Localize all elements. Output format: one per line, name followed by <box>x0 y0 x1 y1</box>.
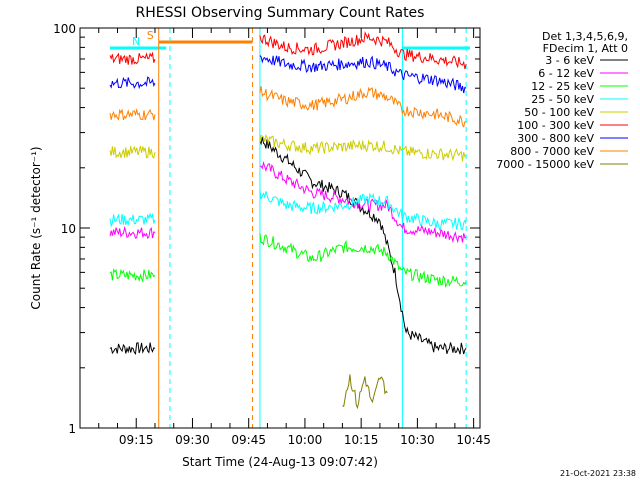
series-line-7000-15000-kev <box>342 374 388 410</box>
x-tick-label: 10:15 <box>344 433 379 447</box>
x-tick-label: 09:45 <box>231 433 266 447</box>
y-axis-label: Count Rate (s⁻¹ detector⁻¹) <box>29 146 43 309</box>
series-line-12-25-kev <box>109 268 156 284</box>
axis-ticks: 09:15 09:30 09:45 10:00 10:15 10:30 10:45 1 10 10… <box>53 22 491 447</box>
legend-label-100-300-kev: 100 - 300 keV <box>517 119 594 132</box>
series-line-6-12-kev <box>109 225 156 240</box>
series-300-800-kev <box>109 55 467 94</box>
series-7000-15000-kev <box>342 374 388 410</box>
x-tick-label: 09:15 <box>119 433 154 447</box>
legend: Det 1,3,4,5,6,9, FDecim 1, Att 0 3 - 6 k… <box>496 30 628 171</box>
plot-frame <box>79 27 481 429</box>
series-12-25-kev <box>109 233 467 288</box>
event-lines <box>158 28 467 428</box>
timestamp: 21-Oct-2021 23:38 <box>560 469 636 478</box>
y-tick-label: 100 <box>53 22 76 36</box>
series-3-6-kev <box>109 137 467 356</box>
legend-header-1: Det 1,3,4,5,6,9, <box>542 30 628 43</box>
legend-header-2: FDecim 1, Att 0 <box>543 42 628 55</box>
observing-markers: SN <box>109 29 470 50</box>
legend-label-7000-15000-kev: 7000 - 15000 keV <box>496 158 594 171</box>
x-tick-label: 10:45 <box>456 433 491 447</box>
saa-label: S <box>147 29 154 42</box>
series-800-7000-kev <box>109 86 467 128</box>
series-line-25-50-kev <box>259 189 467 231</box>
series-line-50-100-kev <box>259 134 467 162</box>
series-line-25-50-kev <box>109 212 156 228</box>
night-label: N <box>132 35 140 48</box>
x-axis-label: Start Time (24-Aug-13 09:07:42) <box>182 455 378 469</box>
series-line-12-25-kev <box>259 233 467 288</box>
series-line-50-100-kev <box>109 145 156 159</box>
series-50-100-kev <box>109 134 467 162</box>
series-100-300-kev <box>109 31 467 70</box>
series-line-3-6-kev <box>109 342 156 356</box>
series-line-100-300-kev <box>109 51 156 65</box>
y-tick-label: 10 <box>61 222 76 236</box>
y-tick-label: 1 <box>68 422 76 436</box>
x-tick-label: 10:30 <box>400 433 435 447</box>
legend-label-6-12-kev: 6 - 12 keV <box>538 67 594 80</box>
legend-label-12-25-kev: 12 - 25 keV <box>531 80 594 93</box>
series-line-800-7000-kev <box>109 107 156 121</box>
series-line-6-12-kev <box>259 161 467 244</box>
legend-label-3-6-kev: 3 - 6 keV <box>545 54 594 67</box>
x-tick-label: 09:30 <box>175 433 210 447</box>
series-line-300-800-kev <box>109 76 156 90</box>
series-6-12-kev <box>109 161 467 244</box>
legend-label-800-7000-kev: 800 - 7000 keV <box>510 145 594 158</box>
series-line-3-6-kev <box>259 137 467 355</box>
legend-label-300-800-kev: 300 - 800 keV <box>517 132 594 145</box>
series-line-800-7000-kev <box>259 86 467 128</box>
series-group <box>109 31 467 410</box>
legend-label-50-100-kev: 50 - 100 keV <box>524 106 594 119</box>
chart-title: RHESSI Observing Summary Count Rates <box>136 5 425 21</box>
series-25-50-kev <box>109 189 467 231</box>
legend-label-25-50-kev: 25 - 50 keV <box>531 93 594 106</box>
series-line-100-300-kev <box>259 31 467 70</box>
series-line-300-800-kev <box>259 55 467 94</box>
x-tick-label: 10:00 <box>288 433 323 447</box>
